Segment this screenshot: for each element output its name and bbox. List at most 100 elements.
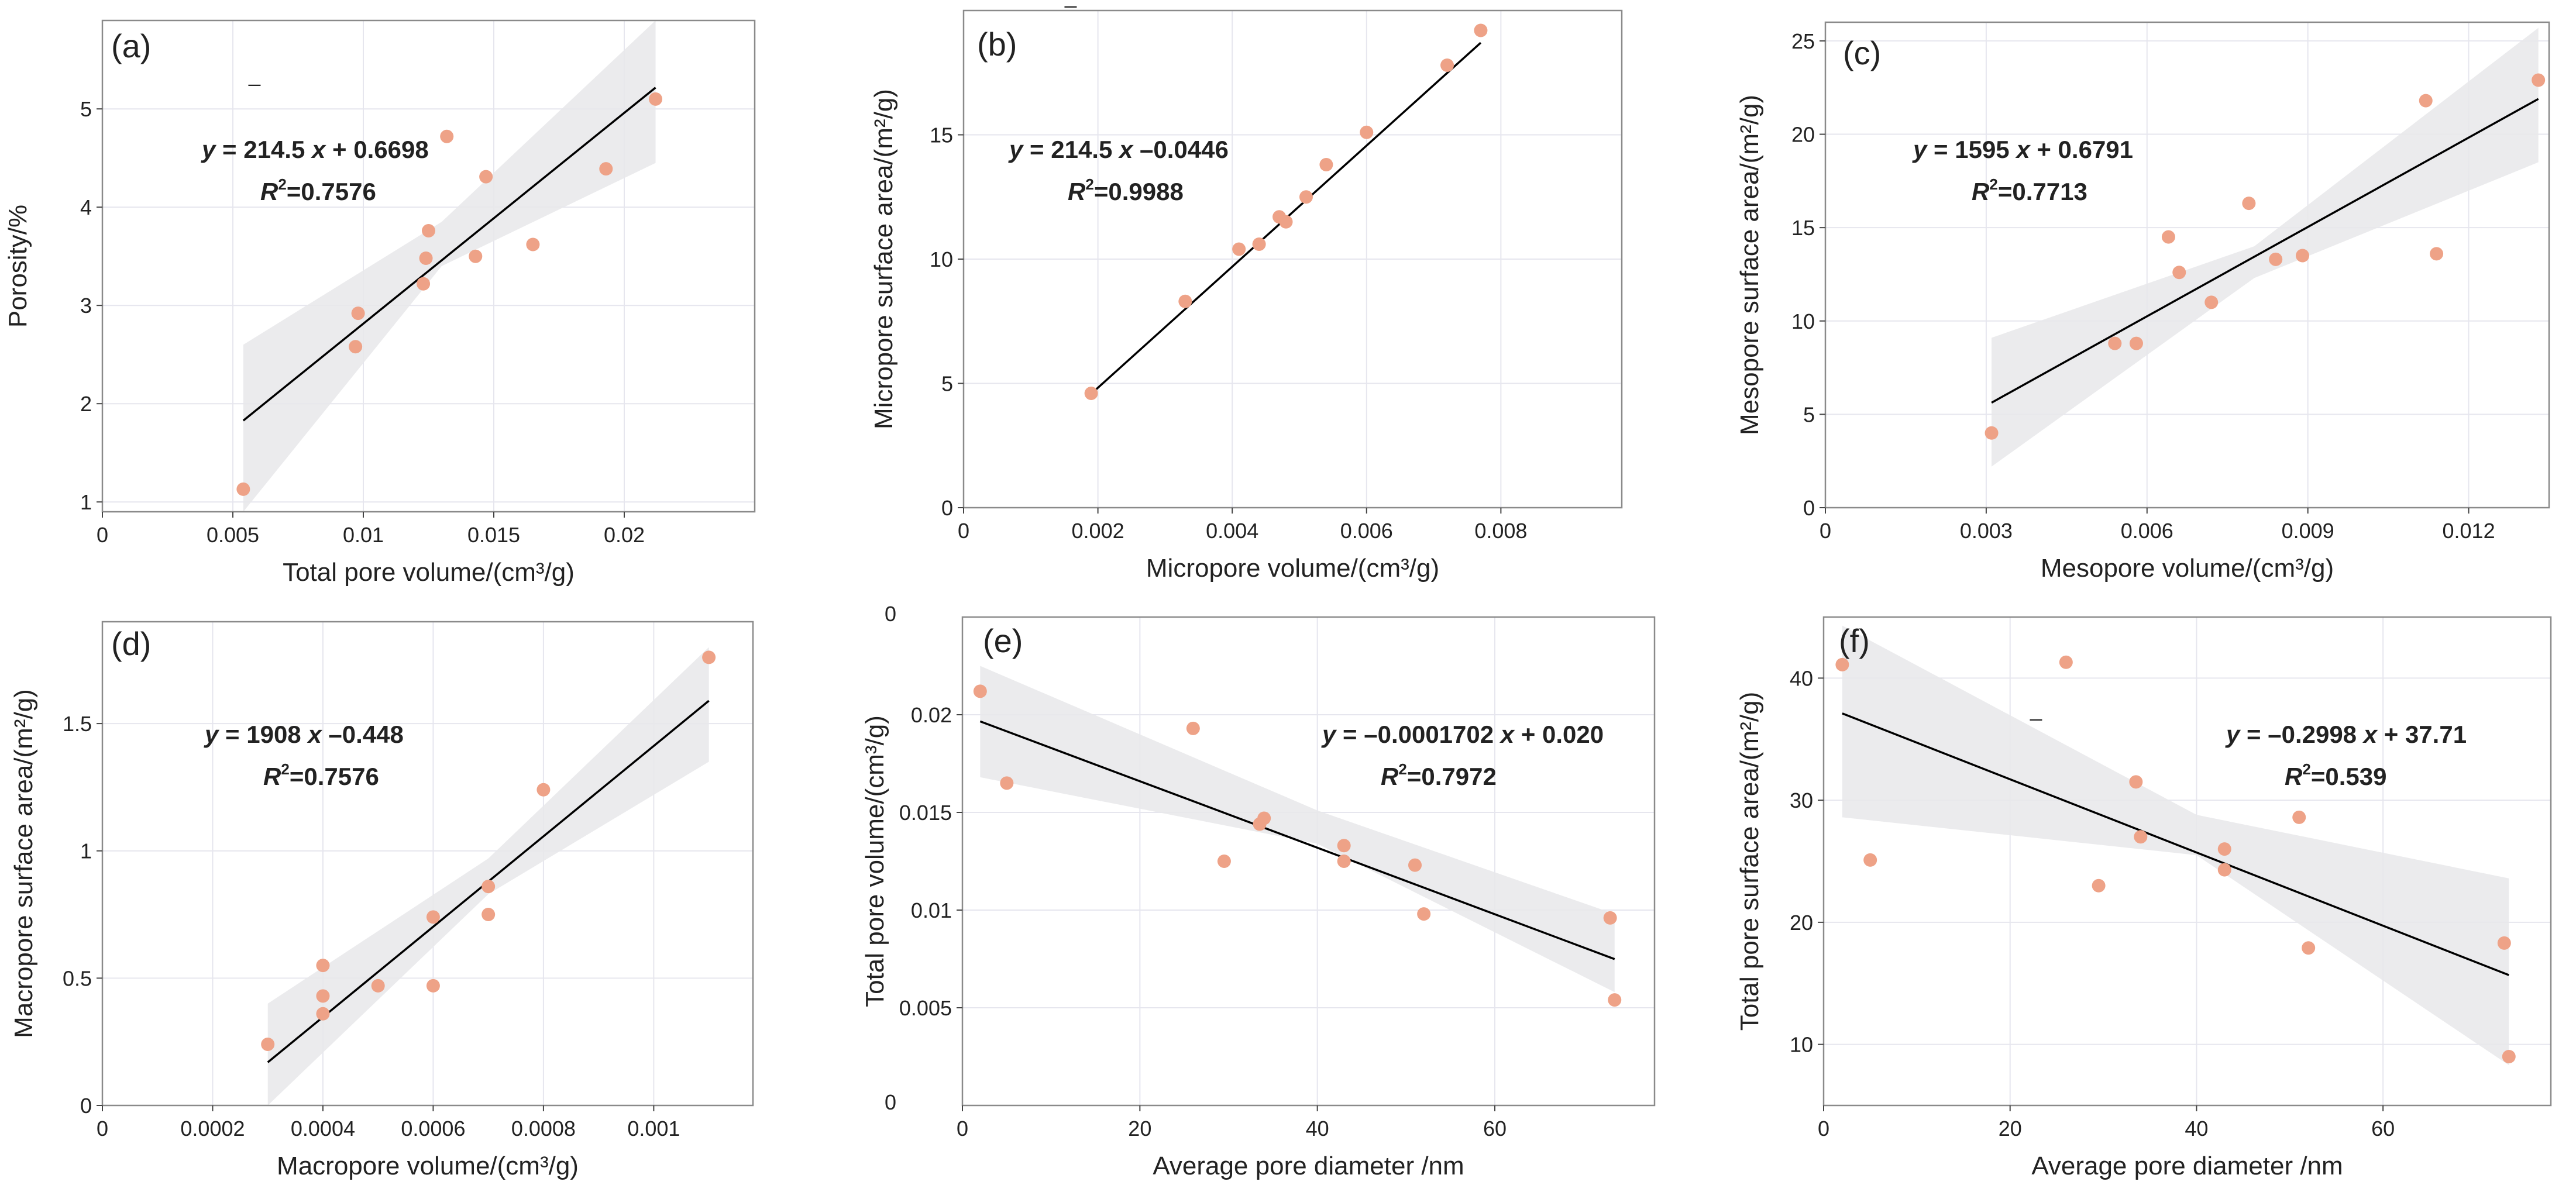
data-point — [2059, 655, 2073, 669]
panel-c: 0 0.003 0.006 0.009 0.012 0 5 10 15 20 25 Mesopore … — [1735, 21, 2550, 583]
x-axis-title: Total pore volume/(cm³/g) — [283, 558, 575, 587]
y-axis-title: Total pore surface area/(m²/g) — [1735, 692, 1764, 1031]
y-tick-label: 15 — [930, 123, 953, 147]
x-axis-title: Mesopore volume/(cm³/g) — [2041, 554, 2334, 583]
y-tick-label: 0.015 — [899, 801, 952, 825]
y-tick-label: 1 — [80, 490, 92, 514]
plot-frame — [1822, 616, 2552, 1107]
data-point — [1178, 294, 1192, 308]
regression-equation: y = 1595 x + 0.6791 — [1912, 136, 2133, 163]
x-tick-label: 0.0004 — [291, 1117, 355, 1141]
y-axis-title: Total pore volume/(cm³/g) — [861, 715, 889, 1007]
x-tick-label: 40 — [2185, 1117, 2208, 1141]
stray-zero-e: 0 — [885, 602, 896, 626]
panel-label: (e) — [983, 622, 1023, 659]
data-point — [482, 880, 496, 894]
regression-equation: y = 1908 x –0.448 — [204, 721, 404, 748]
y-tick-label: 10 — [1791, 309, 1815, 333]
equation-part: –0.0446 — [1133, 136, 1229, 163]
x-tick-label: 0.004 — [1206, 519, 1258, 543]
r-squared-value: =0.7713 — [1998, 178, 2087, 205]
y-tick-label: 0.01 — [911, 898, 952, 922]
data-point — [599, 162, 613, 176]
x-tick-label: 0 — [97, 523, 108, 547]
data-point — [1000, 776, 1014, 790]
regression-line — [1842, 712, 2509, 976]
y-tick-label: 0 — [941, 496, 953, 520]
y-tick-label: 20 — [1791, 123, 1815, 147]
y-tick-label: 4 — [80, 195, 92, 219]
regression-equation: y = –0.0001702 x + 0.020 — [1321, 721, 1604, 748]
x-tick-label: 0.002 — [1072, 519, 1124, 543]
data-point — [1252, 237, 1266, 251]
equation-part: + 0.020 — [1514, 721, 1604, 748]
data-point — [1863, 853, 1877, 867]
data-point — [479, 170, 493, 184]
data-point — [316, 989, 330, 1003]
x-axis-title: Macropore volume/(cm³/g) — [277, 1152, 579, 1180]
x-tick-label: 0 — [1820, 519, 1831, 543]
x-tick-label: 0.003 — [1960, 519, 2013, 543]
equation-part: y — [1321, 721, 1337, 748]
y-tick-label: 0.005 — [899, 996, 952, 1020]
data-point — [1319, 158, 1333, 171]
equation-part: = 1908 — [218, 721, 308, 748]
data-point — [973, 684, 987, 698]
y-tick-label: 2 — [80, 392, 92, 416]
plot-frame — [101, 621, 754, 1107]
stray-tick-b: _ — [1064, 0, 1077, 8]
r-symbol: R — [2285, 763, 2303, 790]
data-point — [1608, 993, 1622, 1007]
r-symbol: R — [263, 763, 281, 790]
data-point — [2161, 230, 2175, 244]
data-point — [426, 910, 440, 924]
data-point — [2269, 252, 2283, 266]
r-squared: R2=0.7972 — [1381, 760, 1497, 790]
equation-part: y — [1008, 136, 1024, 163]
data-point — [536, 783, 551, 797]
y-tick-label: 5 — [80, 97, 92, 121]
equation-part: = –0.2998 — [2240, 721, 2363, 748]
equation-part: y — [2225, 721, 2241, 748]
superscript-2: 2 — [278, 175, 286, 193]
data-point — [236, 482, 250, 496]
equation-part: x — [311, 136, 326, 163]
data-point — [2292, 810, 2306, 824]
r-squared-value: =0.539 — [2311, 763, 2387, 790]
x-tick-label: 0.02 — [604, 523, 645, 547]
data-point — [2532, 73, 2546, 87]
regression-equation: y = 214.5 x –0.0446 — [1008, 136, 1229, 163]
plot-frame — [961, 616, 1656, 1107]
equation-part: y — [204, 721, 220, 748]
data-point — [1474, 23, 1488, 37]
r-squared-value: =0.7576 — [287, 178, 376, 205]
x-tick-label: 0.006 — [1340, 519, 1393, 543]
data-point — [349, 340, 363, 354]
data-point — [1279, 215, 1293, 229]
regression-line — [979, 720, 1615, 960]
r-symbol: R — [1381, 763, 1399, 790]
superscript-2: 2 — [2302, 760, 2310, 778]
data-point — [482, 908, 496, 922]
data-point — [1440, 58, 1454, 72]
data-point — [526, 237, 540, 252]
data-point — [1603, 911, 1617, 925]
panel-label: (b) — [977, 26, 1017, 63]
data-point — [2430, 247, 2444, 261]
y-tick-label: 0 — [1803, 496, 1815, 520]
superscript-2: 2 — [281, 760, 289, 778]
stray-zero-e-bottom: 0 — [885, 1090, 896, 1114]
x-tick-label: 60 — [2371, 1117, 2395, 1141]
x-tick-label: 60 — [1483, 1117, 1507, 1141]
panel-f: 0 20 40 60 10 20 30 40 Average pore diameter /nm… — [1735, 616, 2552, 1180]
regression-line — [1991, 98, 2539, 404]
data-point — [1408, 858, 1422, 872]
x-axis-title: Average pore diameter /nm — [1153, 1152, 1464, 1180]
superscript-2: 2 — [1398, 760, 1406, 778]
data-point — [351, 306, 365, 321]
panel-d: 0 0.0002 0.0004 0.0006 0.0008 0.001 0 0.5 1 1.5 Ma… — [9, 621, 754, 1180]
r-squared: R2=0.9988 — [1068, 175, 1184, 205]
data-point — [2092, 879, 2106, 893]
y-tick-label: 30 — [1790, 788, 1813, 812]
